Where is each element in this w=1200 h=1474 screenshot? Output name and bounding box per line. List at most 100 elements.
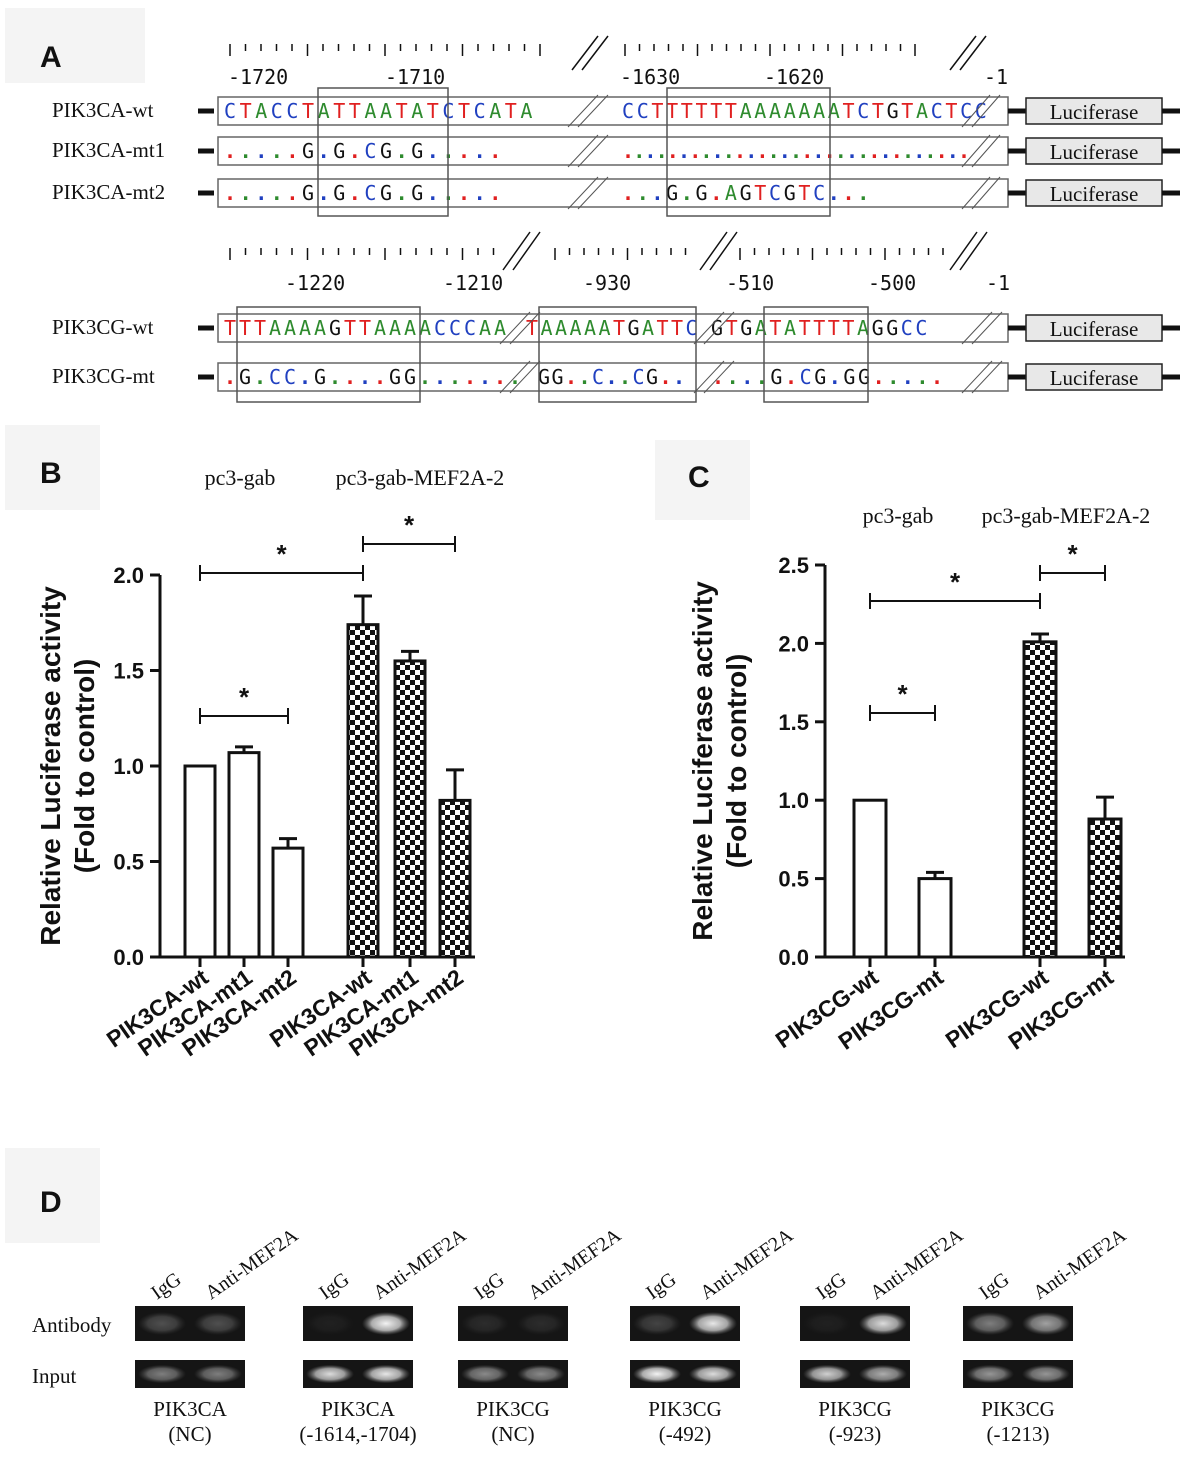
luciferase-label: Luciferase bbox=[1050, 317, 1139, 341]
y-tick-label: 0.0 bbox=[113, 945, 144, 970]
significance-star: * bbox=[239, 682, 250, 712]
bar bbox=[227, 751, 261, 959]
group-label: pc3-gab-MEF2A-2 bbox=[336, 465, 505, 490]
y-tick-label: 2.5 bbox=[778, 553, 809, 578]
lane-label-igg: IgG bbox=[315, 1268, 353, 1304]
ruler-label: -500 bbox=[868, 271, 916, 295]
gel-band bbox=[138, 1364, 186, 1384]
gel-region-label: (-1614,-1704) bbox=[299, 1422, 416, 1446]
y-axis-label: Relative Luciferase activity (Fold to con… bbox=[687, 581, 752, 941]
gel-band bbox=[517, 1311, 565, 1336]
panel-b-chart: 0.0 0.5 1.0 1.5 2.0 Relative Luciferase activ… bbox=[35, 465, 504, 1061]
binding-site-box bbox=[763, 306, 869, 403]
group-label: pc3-gab bbox=[863, 503, 934, 528]
panel-a-promoter-constructs: -1720 -1710 -1630 -1620 -1 PIK3CA-wt C T A C… bbox=[52, 35, 1180, 403]
ruler-label: -1 bbox=[986, 271, 1010, 295]
ruler-top bbox=[229, 44, 916, 56]
significance-star: * bbox=[897, 679, 908, 709]
construct-name: PIK3CA-mt1 bbox=[52, 138, 165, 162]
gel-band bbox=[689, 1311, 737, 1336]
luciferase-label: Luciferase bbox=[1050, 140, 1139, 164]
row-label-antibody: Antibody bbox=[32, 1313, 112, 1337]
gel-band bbox=[859, 1364, 907, 1384]
luciferase-box bbox=[1025, 97, 1163, 125]
gel-gene-label: PIK3CA bbox=[321, 1397, 395, 1421]
gel-band bbox=[966, 1364, 1014, 1384]
panel-a-letter: A bbox=[40, 41, 62, 74]
gel-band bbox=[859, 1311, 907, 1336]
gel-gene-label: PIK3CG bbox=[476, 1397, 550, 1421]
luciferase-label: Luciferase bbox=[1050, 182, 1139, 206]
ruler-break-mark bbox=[502, 231, 988, 271]
gel-region-label: (NC) bbox=[491, 1422, 534, 1446]
gel-band bbox=[194, 1364, 242, 1384]
binding-site-box bbox=[317, 87, 449, 217]
y-tick-label: 1.5 bbox=[778, 710, 809, 735]
panel-b-letter: B bbox=[40, 457, 62, 490]
y-tick-label: 1.0 bbox=[113, 754, 144, 779]
significance-star: * bbox=[276, 539, 287, 569]
ruler-label: -1620 bbox=[764, 65, 824, 89]
bar bbox=[852, 798, 888, 959]
y-tick-label: 0.5 bbox=[113, 850, 144, 875]
row-label-input: Input bbox=[32, 1364, 76, 1388]
lane-label-anti-mef2a: Anti-MEF2A bbox=[1029, 1224, 1130, 1304]
bar bbox=[1087, 817, 1123, 959]
ruler-label: -930 bbox=[583, 271, 631, 295]
luciferase-box bbox=[1025, 363, 1163, 391]
gel-band bbox=[633, 1311, 681, 1336]
binding-site-box bbox=[666, 87, 831, 217]
y-tick-label: 1.0 bbox=[778, 788, 809, 813]
lane-label-anti-mef2a: Anti-MEF2A bbox=[866, 1224, 967, 1304]
lane-label-anti-mef2a: Anti-MEF2A bbox=[524, 1224, 625, 1304]
panel-c-letter-bg bbox=[655, 440, 750, 520]
gel-band bbox=[517, 1364, 565, 1384]
gel-band bbox=[362, 1311, 410, 1336]
bar bbox=[346, 623, 380, 959]
construct-name: PIK3CG-mt bbox=[52, 364, 155, 388]
bar bbox=[271, 846, 305, 959]
panel-d-letter: D bbox=[40, 1186, 62, 1219]
lane-label-igg: IgG bbox=[642, 1268, 680, 1304]
panel-d-letter-bg bbox=[5, 1148, 100, 1243]
bar bbox=[393, 659, 427, 959]
ruler-label: -510 bbox=[726, 271, 774, 295]
gel-region-label: (-492) bbox=[659, 1422, 711, 1446]
gel-band bbox=[306, 1364, 354, 1384]
gel-band bbox=[461, 1364, 509, 1384]
ruler-label: -1720 bbox=[228, 65, 288, 89]
y-tick-label: 0.0 bbox=[778, 945, 809, 970]
luciferase-label: Luciferase bbox=[1050, 100, 1139, 124]
significance-star: * bbox=[1067, 539, 1078, 569]
gel-band bbox=[966, 1311, 1014, 1336]
ruler-label: -1220 bbox=[285, 271, 345, 295]
gel-band bbox=[461, 1311, 509, 1336]
luciferase-box bbox=[1025, 314, 1163, 342]
construct-name: PIK3CG-wt bbox=[52, 315, 154, 339]
lane-label-anti-mef2a: Anti-MEF2A bbox=[696, 1224, 797, 1304]
lane-label-anti-mef2a: Anti-MEF2A bbox=[201, 1224, 302, 1304]
gel-band bbox=[362, 1364, 410, 1384]
y-axis-label: Relative Luciferase activity (Fold to con… bbox=[35, 586, 100, 946]
construct-name: PIK3CA-mt2 bbox=[52, 180, 165, 204]
gel-gene-label: PIK3CG bbox=[648, 1397, 722, 1421]
panel-a-letter-bg bbox=[5, 8, 145, 83]
ruler-label: -1 bbox=[984, 65, 1008, 89]
gel-band bbox=[1022, 1364, 1070, 1384]
bar bbox=[438, 798, 472, 959]
significance-star: * bbox=[404, 510, 415, 540]
sequence-text: GG..C..CG.. bbox=[538, 365, 685, 389]
y-tick-label: 2.0 bbox=[113, 563, 144, 588]
luciferase-label: Luciferase bbox=[1050, 366, 1139, 390]
bar bbox=[917, 877, 953, 959]
panel-c-chart: 0.0 0.5 1.0 1.5 2.0 2.5 Relative Luciferase ac… bbox=[687, 503, 1150, 1055]
